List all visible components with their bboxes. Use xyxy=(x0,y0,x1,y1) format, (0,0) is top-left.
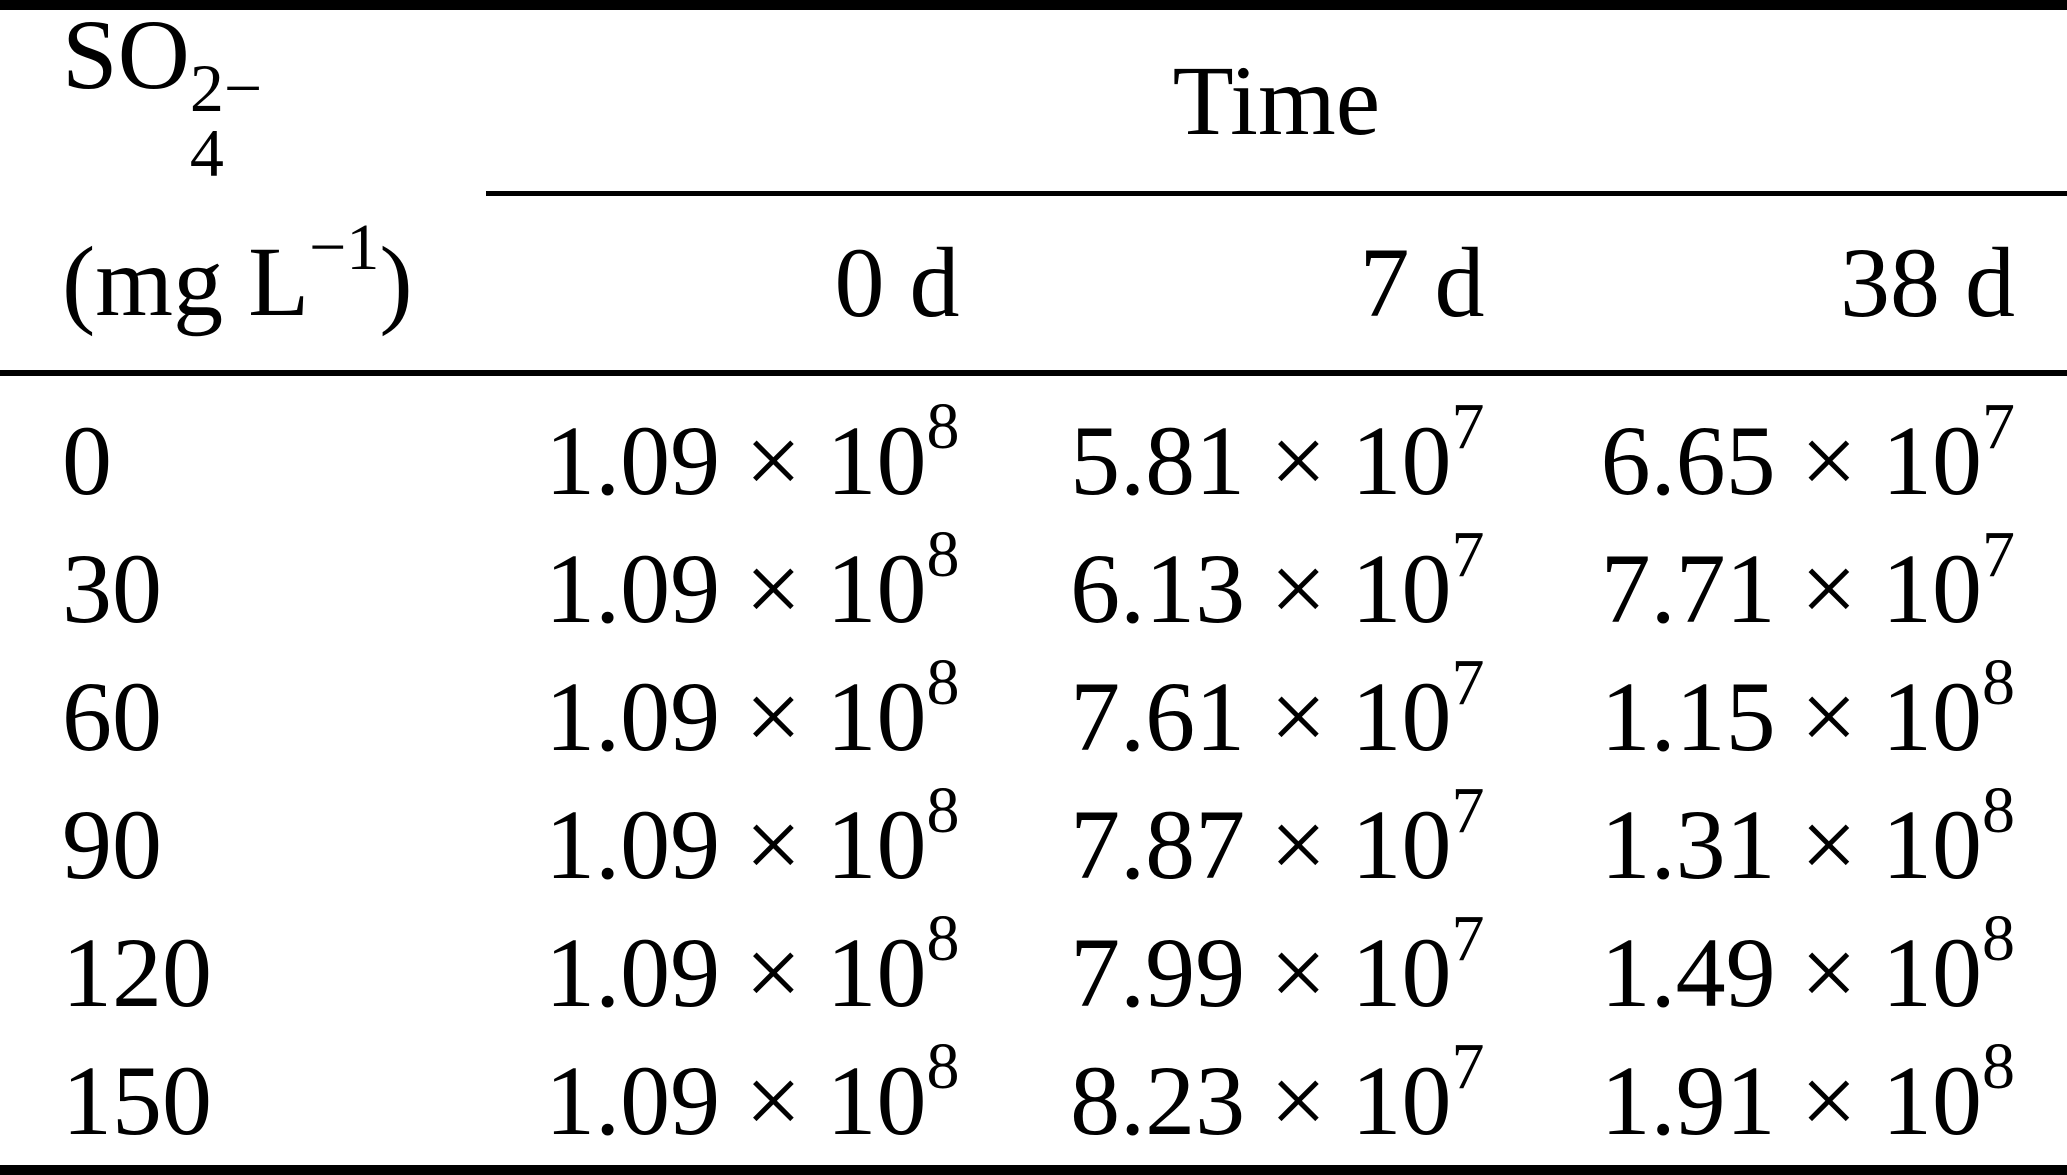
value-exponent: 8 xyxy=(926,645,960,719)
unit-superscript: −1 xyxy=(309,210,380,284)
table-row: 90 1.09 × 108 7.87 × 107 1.31 × 108 xyxy=(0,777,2067,909)
value-cell: 1.09 × 108 xyxy=(486,649,974,781)
value-cell: 1.09 × 108 xyxy=(486,777,974,909)
value-cell: 1.09 × 108 xyxy=(486,373,974,525)
header-row-spanner: SO 2− 4 Time xyxy=(0,5,2067,197)
value-base: 1.15 × 10 xyxy=(1600,661,1982,773)
header-unit-cell: (mg L−1) xyxy=(0,193,486,377)
value-exponent: 7 xyxy=(1982,517,2015,591)
value-base: 1.09 × 10 xyxy=(545,917,927,1029)
value-base: 7.99 × 10 xyxy=(1070,917,1452,1029)
row-label: 90 xyxy=(62,789,162,901)
value-base: 1.09 × 10 xyxy=(545,1045,927,1157)
value-exponent: 8 xyxy=(926,517,960,591)
value-base: 6.65 × 10 xyxy=(1600,405,1982,517)
value-exponent: 7 xyxy=(1451,389,1485,463)
value-base: 1.09 × 10 xyxy=(545,533,927,645)
row-label: 30 xyxy=(62,533,162,645)
value-cell: 1.15 × 108 xyxy=(1499,649,2067,781)
value-base: 1.91 × 10 xyxy=(1600,1045,1982,1157)
value-base: 1.49 × 10 xyxy=(1600,917,1982,1029)
value-exponent: 8 xyxy=(926,901,960,975)
header-time-spanner: Time xyxy=(485,5,2067,197)
table-row: 30 1.09 × 108 6.13 × 107 7.71 × 107 xyxy=(0,521,2067,653)
value-base: 1.09 × 10 xyxy=(545,405,927,517)
value-exponent: 7 xyxy=(1451,517,1485,591)
so4-base: SO xyxy=(62,0,190,110)
header-col-38d: 38 d xyxy=(1498,193,2067,377)
value-cell: 1.09 × 108 xyxy=(486,905,974,1037)
row-label: 60 xyxy=(62,661,162,773)
value-cell: 6.13 × 107 xyxy=(974,521,1499,653)
value-exponent: 8 xyxy=(926,389,960,463)
value-cell: 1.91 × 108 xyxy=(1499,1033,2067,1170)
value-cell: 1.31 × 108 xyxy=(1499,777,2067,909)
value-cell: 7.99 × 107 xyxy=(974,905,1499,1037)
so4-charge-subscript-stack: 2− 4 xyxy=(189,50,263,192)
value-exponent: 7 xyxy=(1451,901,1485,975)
header-row-sub: (mg L−1) 0 d 7 d 38 d xyxy=(0,193,2067,377)
value-base: 7.71 × 10 xyxy=(1600,533,1982,645)
value-cell: 7.71 × 107 xyxy=(1499,521,2067,653)
so4-charge-superscript: 2− xyxy=(189,50,263,127)
value-exponent: 7 xyxy=(1982,389,2015,463)
row-label: 120 xyxy=(62,917,212,1029)
value-exponent: 7 xyxy=(1451,645,1485,719)
value-exponent: 7 xyxy=(1451,773,1485,847)
value-base: 1.31 × 10 xyxy=(1600,789,1982,901)
value-exponent: 8 xyxy=(1982,1029,2015,1103)
header-so4-cell: SO 2− 4 xyxy=(0,5,486,194)
value-cell: 5.81 × 107 xyxy=(974,373,1499,525)
header-col-0d: 0 d xyxy=(485,193,974,377)
so4-formula: SO 2− 4 xyxy=(62,5,263,192)
row-label: 0 xyxy=(62,405,112,517)
table-row: 120 1.09 × 108 7.99 × 107 1.49 × 108 xyxy=(0,905,2067,1037)
value-base: 7.87 × 10 xyxy=(1070,789,1452,901)
row-label: 150 xyxy=(62,1045,212,1157)
value-cell: 1.49 × 108 xyxy=(1499,905,2067,1037)
value-cell: 8.23 × 107 xyxy=(974,1033,1499,1170)
value-exponent: 8 xyxy=(926,1029,960,1103)
value-exponent: 8 xyxy=(926,773,960,847)
value-cell: 7.61 × 107 xyxy=(974,649,1499,781)
value-base: 8.23 × 10 xyxy=(1070,1045,1452,1157)
unit-prefix: (mg L xyxy=(62,225,310,337)
table-row: 150 1.09 × 108 8.23 × 107 1.91 × 108 xyxy=(0,1033,2067,1170)
value-exponent: 8 xyxy=(1982,645,2015,719)
value-exponent: 8 xyxy=(1982,773,2015,847)
value-cell: 7.87 × 107 xyxy=(974,777,1499,909)
value-base: 6.13 × 10 xyxy=(1070,533,1452,645)
value-cell: 1.09 × 108 xyxy=(486,521,974,653)
value-exponent: 7 xyxy=(1451,1029,1485,1103)
value-base: 1.09 × 10 xyxy=(545,789,927,901)
value-base: 7.61 × 10 xyxy=(1070,661,1452,773)
unit-suffix: ) xyxy=(379,225,413,337)
so4-subscript: 4 xyxy=(189,115,224,192)
value-exponent: 8 xyxy=(1982,901,2015,975)
header-col-7d: 7 d xyxy=(973,193,1499,377)
table-row: 0 1.09 × 108 5.81 × 107 6.65 × 107 xyxy=(0,373,2067,525)
table-row: 60 1.09 × 108 7.61 × 107 1.15 × 108 xyxy=(0,649,2067,781)
value-cell: 6.65 × 107 xyxy=(1499,373,2067,525)
value-cell: 1.09 × 108 xyxy=(486,1033,974,1170)
value-base: 5.81 × 10 xyxy=(1070,405,1452,517)
value-base: 1.09 × 10 xyxy=(545,661,927,773)
